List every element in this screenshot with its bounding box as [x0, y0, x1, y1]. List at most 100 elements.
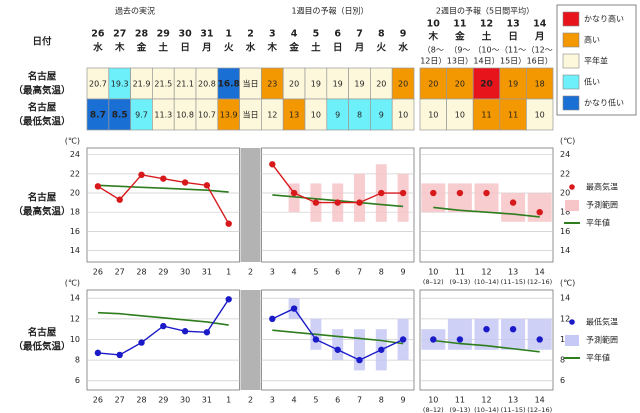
day: 9 — [400, 29, 407, 40]
legend-label: 平年並 — [584, 56, 608, 66]
y-tick-label: 10 — [70, 335, 80, 344]
weekday: 月 — [534, 32, 545, 43]
cell — [499, 67, 527, 100]
y-tick-label: 14 — [70, 246, 80, 255]
period: 12日） — [420, 57, 446, 66]
day: 10 — [427, 19, 441, 30]
chart-label: 名古屋 — [28, 192, 57, 204]
cell-value: 当日 — [243, 79, 259, 89]
temperature-point — [94, 349, 102, 357]
x-tick-label: 26 — [93, 268, 103, 277]
cell-value: 10.8 — [176, 111, 194, 120]
row-element: （最低気温） — [13, 116, 70, 128]
range-bar — [332, 329, 344, 361]
x-tick-note: (10–14) — [474, 278, 499, 286]
x-tick-label: 13 — [508, 268, 518, 277]
group-title: 2週目の予報（5日間平均） — [436, 6, 534, 16]
temperature-point — [225, 220, 232, 227]
x-tick-label: 9 — [401, 268, 406, 277]
x-tick-note: (11–15) — [501, 406, 526, 413]
x-tick-label: 8 — [379, 268, 384, 277]
cell-value: 11 — [508, 111, 518, 120]
x-tick-label: 4 — [292, 396, 297, 405]
range-bar — [354, 173, 365, 222]
x-tick-label: 27 — [115, 396, 125, 405]
cell-value: 10.7 — [198, 111, 216, 120]
date-label: 日付 — [32, 36, 52, 48]
cell-value: 10 — [428, 111, 438, 120]
unit: (℃) — [560, 279, 575, 288]
cell — [526, 98, 554, 131]
day: 27 — [113, 29, 126, 40]
y-tick-label: 18 — [560, 208, 570, 217]
x-tick-label: 4 — [292, 268, 297, 277]
cell-value: 16.8 — [218, 80, 240, 90]
x-tick-label: 11 — [455, 396, 465, 405]
cell-value: 20 — [455, 80, 465, 89]
weekday: 水 — [246, 42, 256, 54]
weekday: 火 — [224, 43, 234, 54]
x-tick-label: 3 — [270, 268, 275, 277]
x-tick-note: (9–13) — [450, 278, 471, 286]
temperature-point — [138, 339, 145, 346]
legend-label: 予測範囲 — [586, 335, 618, 345]
range-bar — [474, 183, 499, 213]
x-tick-label: 12 — [481, 268, 491, 277]
temperature-point — [430, 336, 437, 343]
temperature-point — [138, 171, 145, 179]
cell-value: 20 — [289, 80, 299, 89]
range-bar — [501, 318, 526, 350]
x-tick-label: 11 — [455, 268, 465, 277]
x-tick-label: 27 — [115, 268, 125, 277]
temperature-point — [356, 199, 363, 206]
weekday: 木 — [114, 42, 125, 54]
day: 30 — [178, 29, 192, 40]
x-tick-note: (12–16) — [527, 406, 552, 413]
weekday: 月 — [354, 43, 365, 54]
x-tick-label: 10 — [428, 396, 438, 405]
x-tick-label: 5 — [313, 396, 318, 405]
x-tick-label: 7 — [357, 396, 362, 405]
x-tick-label: 26 — [93, 396, 103, 405]
legend-swatch — [562, 53, 580, 69]
x-tick-label: 31 — [202, 268, 212, 277]
panel — [86, 147, 240, 263]
cell-value: 10 — [455, 111, 465, 120]
cell-value: 11 — [481, 111, 491, 120]
y-tick-label: 24 — [70, 150, 80, 159]
x-tick-label: 10 — [428, 268, 438, 277]
x-tick-label: 6 — [335, 396, 340, 405]
cell-value: 19 — [311, 80, 321, 89]
today-column — [240, 290, 261, 390]
temperature-point — [334, 199, 341, 206]
x-tick-label: 12 — [481, 396, 491, 405]
temperature-point — [181, 179, 189, 186]
day: 14 — [533, 19, 547, 30]
weekday: 土 — [311, 42, 321, 54]
y-tick-label: 6 — [75, 376, 80, 385]
day: 7 — [356, 29, 363, 40]
day: 28 — [135, 29, 149, 40]
cell-value: 13 — [289, 111, 299, 120]
range-bar — [397, 173, 409, 222]
y-tick-label: 14 — [70, 294, 80, 303]
range-bar — [447, 183, 472, 213]
unit: (℃) — [65, 279, 80, 288]
temperature-point — [378, 189, 385, 197]
weekday: 水 — [93, 42, 103, 54]
row-element: （最高気温） — [13, 85, 70, 97]
x-tick-label: 14 — [535, 268, 545, 277]
range-bar — [447, 318, 472, 350]
x-tick-label: 31 — [202, 396, 212, 405]
cell-value: 8 — [357, 111, 362, 120]
temperature-point — [203, 329, 211, 336]
cell-value: 20.7 — [89, 80, 107, 89]
legend-swatch — [562, 74, 580, 90]
day: 3 — [269, 29, 276, 40]
y-tick-label: 12 — [70, 314, 80, 323]
temperature-point — [116, 196, 123, 203]
cell-value: 19 — [508, 80, 518, 89]
weekday: 日 — [333, 43, 343, 54]
day: 4 — [291, 29, 298, 40]
